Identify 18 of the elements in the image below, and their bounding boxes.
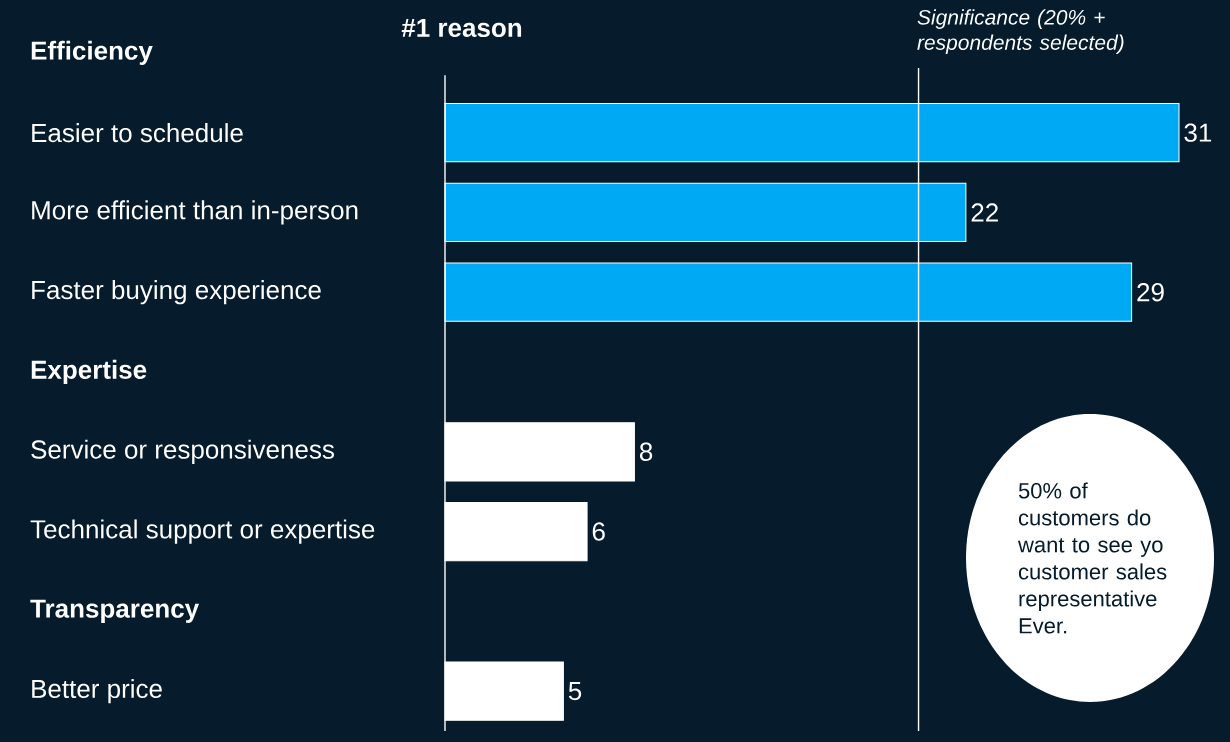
y-tick-label: Technical support or expertise — [30, 519, 375, 544]
data-label: 5 — [568, 682, 582, 701]
y-tick-label: Efficiency — [31, 40, 153, 66]
data-label: 29 — [1137, 283, 1164, 302]
y-tick-label: Faster buying experience — [32, 280, 321, 305]
ref-line-label: Significance (20% + respondents selected) — [917, 9, 1124, 55]
data-label: 31 — [1184, 123, 1212, 142]
chart-title: #1 reason — [401, 18, 522, 38]
data-label: 22 — [971, 203, 998, 222]
y-tick-label: Better price — [32, 678, 162, 704]
data-label: 6 — [592, 522, 605, 541]
y-tick-label: Transparency — [30, 599, 200, 623]
data-label: 8 — [639, 442, 653, 461]
annotation: 50% of customers do want to see yo customer sales representative Ever. — [1017, 482, 1167, 634]
y-tick-label: Easier to schedule — [32, 123, 243, 143]
y-tick-label: Service or responsiveness — [31, 439, 334, 464]
y-tick-label: More efficient than in-person — [32, 200, 358, 225]
y-tick-label: Expertise — [31, 359, 147, 385]
